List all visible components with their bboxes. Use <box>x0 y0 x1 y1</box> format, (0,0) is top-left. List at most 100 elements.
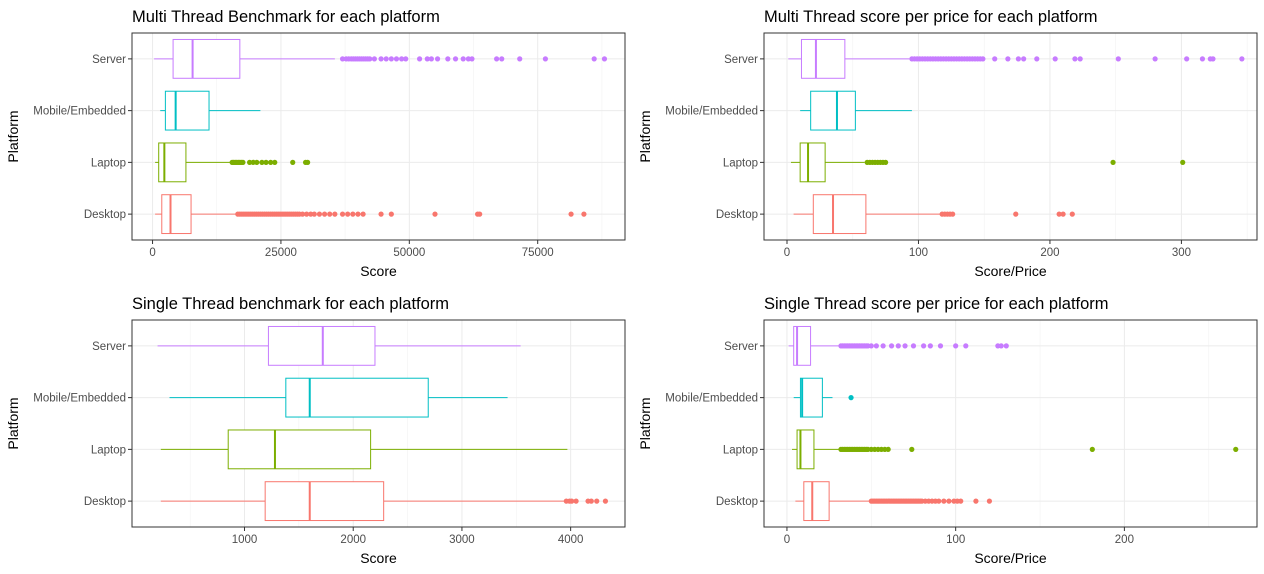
outlier-point <box>569 498 575 504</box>
y-tick-label: Mobile/Embedded <box>665 393 758 405</box>
outlier-point <box>355 211 361 217</box>
outlier-point <box>1021 56 1027 62</box>
outlier-point <box>937 343 944 349</box>
box-iqr <box>227 429 372 470</box>
box-iqr <box>810 90 856 131</box>
y-tick-label: Server <box>92 341 126 353</box>
box-laptop <box>792 429 1239 470</box>
outlier-point <box>921 343 927 349</box>
outlier-point <box>973 498 979 504</box>
outlier-point <box>424 56 430 62</box>
outlier-point <box>953 343 959 349</box>
outlier-point <box>1180 159 1186 165</box>
outlier-point <box>1199 56 1206 62</box>
plot-border <box>763 32 1258 241</box>
y-tick-label: Laptop <box>723 444 758 456</box>
outlier-point <box>946 498 952 504</box>
outlier-point <box>327 211 333 217</box>
outlier-point <box>1003 343 1009 349</box>
outlier-point <box>403 56 409 62</box>
box-server <box>154 38 608 79</box>
x-tick-label: 1000 <box>232 534 258 546</box>
outlier-point <box>378 211 384 217</box>
x-tick-label: 100 <box>909 247 928 259</box>
outlier-point <box>880 343 886 349</box>
outlier-point <box>452 56 459 62</box>
x-tick-label: 0 <box>149 247 155 259</box>
box-iqr <box>799 142 826 183</box>
outlier-point <box>367 56 373 62</box>
box-laptop <box>160 429 568 470</box>
y-tick-label: Mobile/Embedded <box>33 393 126 405</box>
outlier-point <box>460 56 466 62</box>
plot-border <box>131 32 626 241</box>
outlier-point <box>477 211 483 217</box>
outlier-point <box>316 211 323 217</box>
outlier-point <box>469 56 475 62</box>
outlier-point <box>998 343 1004 349</box>
y-axis-title: Platform <box>637 397 653 449</box>
outlier-point <box>345 211 351 217</box>
panel-2: 0 100 200 300 Server Mobile/Embedded Laptop Des… <box>637 8 1258 279</box>
outlier-point <box>263 159 269 165</box>
outlier-point <box>568 211 574 217</box>
box-iqr <box>264 481 385 522</box>
outlier-point <box>950 211 956 217</box>
outlier-point <box>980 56 986 62</box>
outlier-point <box>321 211 328 217</box>
x-tick-label: 50000 <box>393 247 425 259</box>
chart-title: Single Thread score per price for each p… <box>764 295 1109 313</box>
outlier-point <box>1110 159 1116 165</box>
outlier-point <box>290 159 296 165</box>
box-laptop <box>155 142 311 183</box>
box-server <box>788 38 1245 79</box>
outlier-point <box>445 56 451 62</box>
x-tick-label: 3000 <box>449 534 475 546</box>
box-iqr <box>267 325 376 366</box>
outlier-point <box>1184 56 1190 62</box>
box-mobile-embedded <box>169 377 508 418</box>
box-server <box>788 325 1009 366</box>
outlier-point <box>1034 56 1040 62</box>
outlier-point <box>432 211 438 217</box>
x-axis-title: Score/Price <box>974 263 1047 279</box>
x-axis-title: Score <box>360 263 397 279</box>
outlier-point <box>1060 211 1066 217</box>
x-tick-label: 4000 <box>558 534 584 546</box>
box-mobile-embedded <box>160 90 261 131</box>
outlier-point <box>416 56 423 62</box>
y-tick-label: Mobile/Embedded <box>33 106 126 118</box>
y-tick-label: Laptop <box>91 157 126 169</box>
outlier-point <box>308 211 314 217</box>
outlier-point <box>388 211 394 217</box>
outlier-point <box>268 159 274 165</box>
box-mobile-embedded <box>793 377 854 418</box>
box-iqr <box>803 481 830 522</box>
y-axis-title: Platform <box>5 110 21 162</box>
outlier-point <box>517 56 523 62</box>
x-axis-title: Score <box>360 550 397 566</box>
y-tick-label: Laptop <box>723 157 758 169</box>
y-tick-label: Mobile/Embedded <box>665 106 758 118</box>
outlier-point <box>1233 446 1239 452</box>
y-tick-label: Desktop <box>84 496 126 508</box>
outlier-point <box>247 159 253 165</box>
outlier-point <box>272 159 278 165</box>
outlier-point <box>992 56 998 62</box>
x-tick-label: 200 <box>1115 534 1134 546</box>
outlier-point <box>299 211 306 217</box>
x-tick-label: 0 <box>784 534 790 546</box>
outlier-point <box>1210 56 1216 62</box>
x-axis-title: Score/Price <box>974 550 1047 566</box>
outlier-point <box>910 343 917 349</box>
box-iqr <box>164 90 210 131</box>
outlier-point <box>378 56 384 62</box>
outlier-point <box>499 56 505 62</box>
outlier-point <box>339 211 346 217</box>
outlier-point <box>1056 211 1062 217</box>
box-desktop <box>793 194 1075 235</box>
plot-border <box>131 319 626 528</box>
outlier-point <box>388 56 394 62</box>
outlier-point <box>958 498 964 504</box>
